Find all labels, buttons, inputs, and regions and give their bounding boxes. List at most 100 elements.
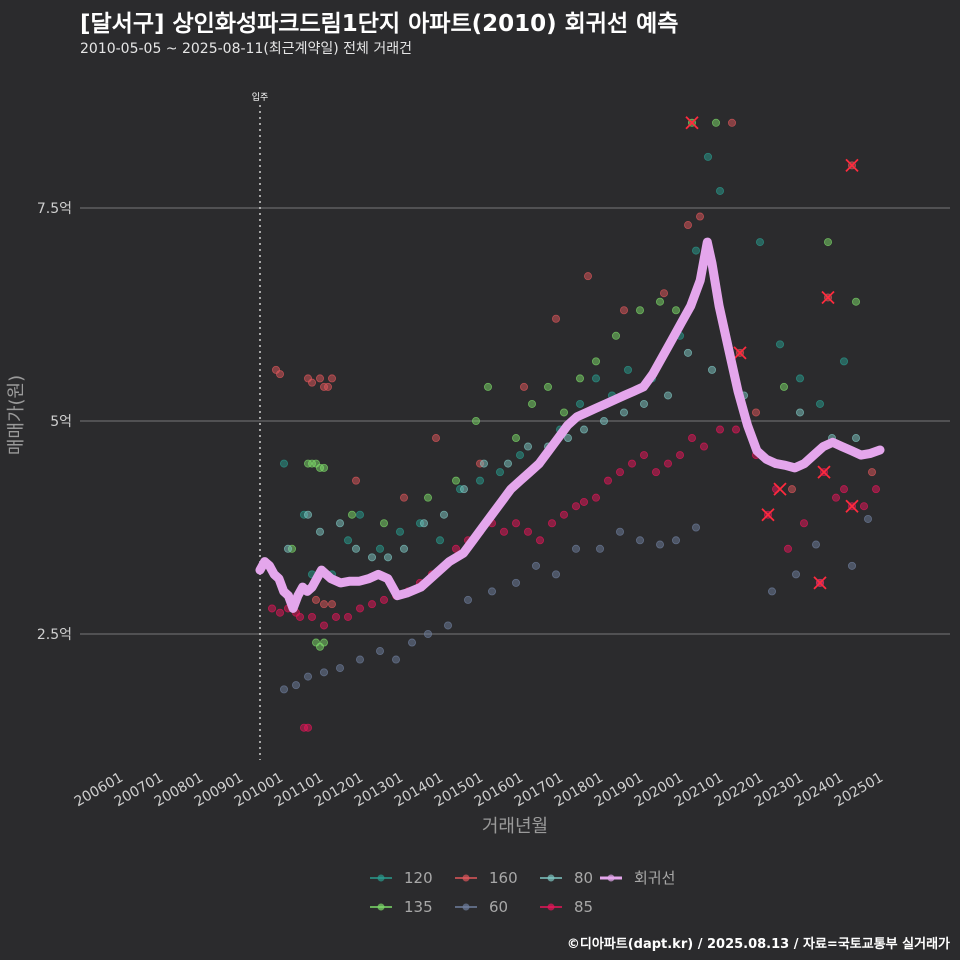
data-point-85 xyxy=(640,451,649,460)
cancelled-marker xyxy=(821,290,835,305)
data-point-120 xyxy=(776,340,785,349)
data-point-85 xyxy=(840,485,849,494)
cancelled-marker-stroke xyxy=(813,576,827,590)
data-point-135 xyxy=(423,493,432,502)
data-point-60 xyxy=(443,621,452,630)
y-tick-label: 5억 xyxy=(50,414,72,430)
data-point-160 xyxy=(307,378,316,387)
data-point-135 xyxy=(319,463,328,472)
data-point-135 xyxy=(636,306,645,315)
cancelled-marker-stroke xyxy=(845,499,859,513)
x-axis-title: 거래년월 xyxy=(482,816,548,837)
cancelled-marker xyxy=(761,508,775,522)
cancelled-marker-stroke xyxy=(685,116,699,130)
data-point-60 xyxy=(319,668,328,677)
data-point-80 xyxy=(459,485,468,494)
data-point-80 xyxy=(351,544,360,553)
data-point-120 xyxy=(576,399,585,408)
data-point-80 xyxy=(524,442,533,451)
data-point-80 xyxy=(419,519,428,528)
data-point-160 xyxy=(311,595,320,604)
cancelled-marker xyxy=(733,346,747,360)
legend-item-60: 60 xyxy=(455,898,508,916)
data-point-80 xyxy=(283,544,292,553)
data-point-85 xyxy=(560,510,569,519)
data-point-120 xyxy=(395,527,404,536)
movein-label: 입주 xyxy=(252,91,269,103)
legend-label: 85 xyxy=(574,898,593,916)
data-point-60 xyxy=(291,681,300,690)
data-point-60 xyxy=(303,672,312,681)
data-point-135 xyxy=(347,510,356,519)
cancelled-marker xyxy=(813,576,827,590)
data-point-160 xyxy=(696,212,705,221)
data-point-85 xyxy=(628,459,637,468)
data-point-85 xyxy=(499,527,508,536)
data-point-135 xyxy=(576,374,585,383)
regression-line xyxy=(255,237,885,613)
data-point-60 xyxy=(636,536,645,545)
legend-item-85: 85 xyxy=(540,898,593,916)
data-point-120 xyxy=(516,451,525,460)
data-point-85 xyxy=(572,502,581,511)
data-point-85 xyxy=(267,604,276,613)
legend-label: 회귀선 xyxy=(634,869,675,887)
data-point-135 xyxy=(656,297,665,306)
data-point-160 xyxy=(788,485,797,494)
data-point-135 xyxy=(780,382,789,391)
data-point-85 xyxy=(716,425,725,434)
data-point-120 xyxy=(816,399,825,408)
data-point-135 xyxy=(319,638,328,647)
legend-swatch xyxy=(462,874,470,882)
data-point-80 xyxy=(335,519,344,528)
data-point-60 xyxy=(335,664,344,673)
data-point-85 xyxy=(676,451,685,460)
data-point-85 xyxy=(548,519,557,528)
data-point-60 xyxy=(572,544,581,553)
data-point-120 xyxy=(716,186,725,195)
data-point-135 xyxy=(672,306,681,315)
legend-swatch xyxy=(547,903,555,911)
data-point-80 xyxy=(640,399,649,408)
data-point-85 xyxy=(604,476,613,485)
data-point-85 xyxy=(512,519,521,528)
data-point-120 xyxy=(355,510,364,519)
data-point-85 xyxy=(536,536,545,545)
data-point-135 xyxy=(512,434,521,443)
data-point-60 xyxy=(848,561,857,570)
cancelled-marker-stroke xyxy=(817,465,831,479)
data-point-85 xyxy=(307,612,316,621)
chart-title: [달서구] 상인화성파크드림1단지 아파트(2010) 회귀선 예측 xyxy=(80,11,679,37)
data-point-120 xyxy=(704,152,713,161)
data-point-120 xyxy=(435,536,444,545)
cancelled-marker-stroke xyxy=(773,482,787,496)
data-point-160 xyxy=(323,382,332,391)
data-point-160 xyxy=(520,382,529,391)
data-point-160 xyxy=(660,289,669,298)
data-point-60 xyxy=(407,638,416,647)
data-point-135 xyxy=(471,416,480,425)
legend-swatch xyxy=(377,874,385,882)
data-point-85 xyxy=(379,595,388,604)
data-point-85 xyxy=(872,485,881,494)
legend-item-회귀선: 회귀선 xyxy=(600,869,675,887)
data-point-85 xyxy=(860,502,869,511)
data-point-120 xyxy=(375,544,384,553)
data-point-80 xyxy=(564,434,573,443)
data-point-135 xyxy=(544,382,553,391)
data-point-80 xyxy=(399,544,408,553)
data-point-120 xyxy=(692,246,701,255)
data-point-135 xyxy=(483,382,492,391)
data-point-85 xyxy=(355,604,364,613)
data-point-60 xyxy=(375,647,384,656)
cancelled-marker xyxy=(817,465,831,479)
data-point-120 xyxy=(840,357,849,366)
cancelled-marker-stroke xyxy=(845,158,859,173)
data-point-160 xyxy=(275,370,284,379)
legend-label: 80 xyxy=(574,869,593,887)
cancelled-marker-stroke xyxy=(761,508,775,522)
data-point-60 xyxy=(463,595,472,604)
cancelled-marker xyxy=(773,482,787,496)
data-point-60 xyxy=(532,561,541,570)
